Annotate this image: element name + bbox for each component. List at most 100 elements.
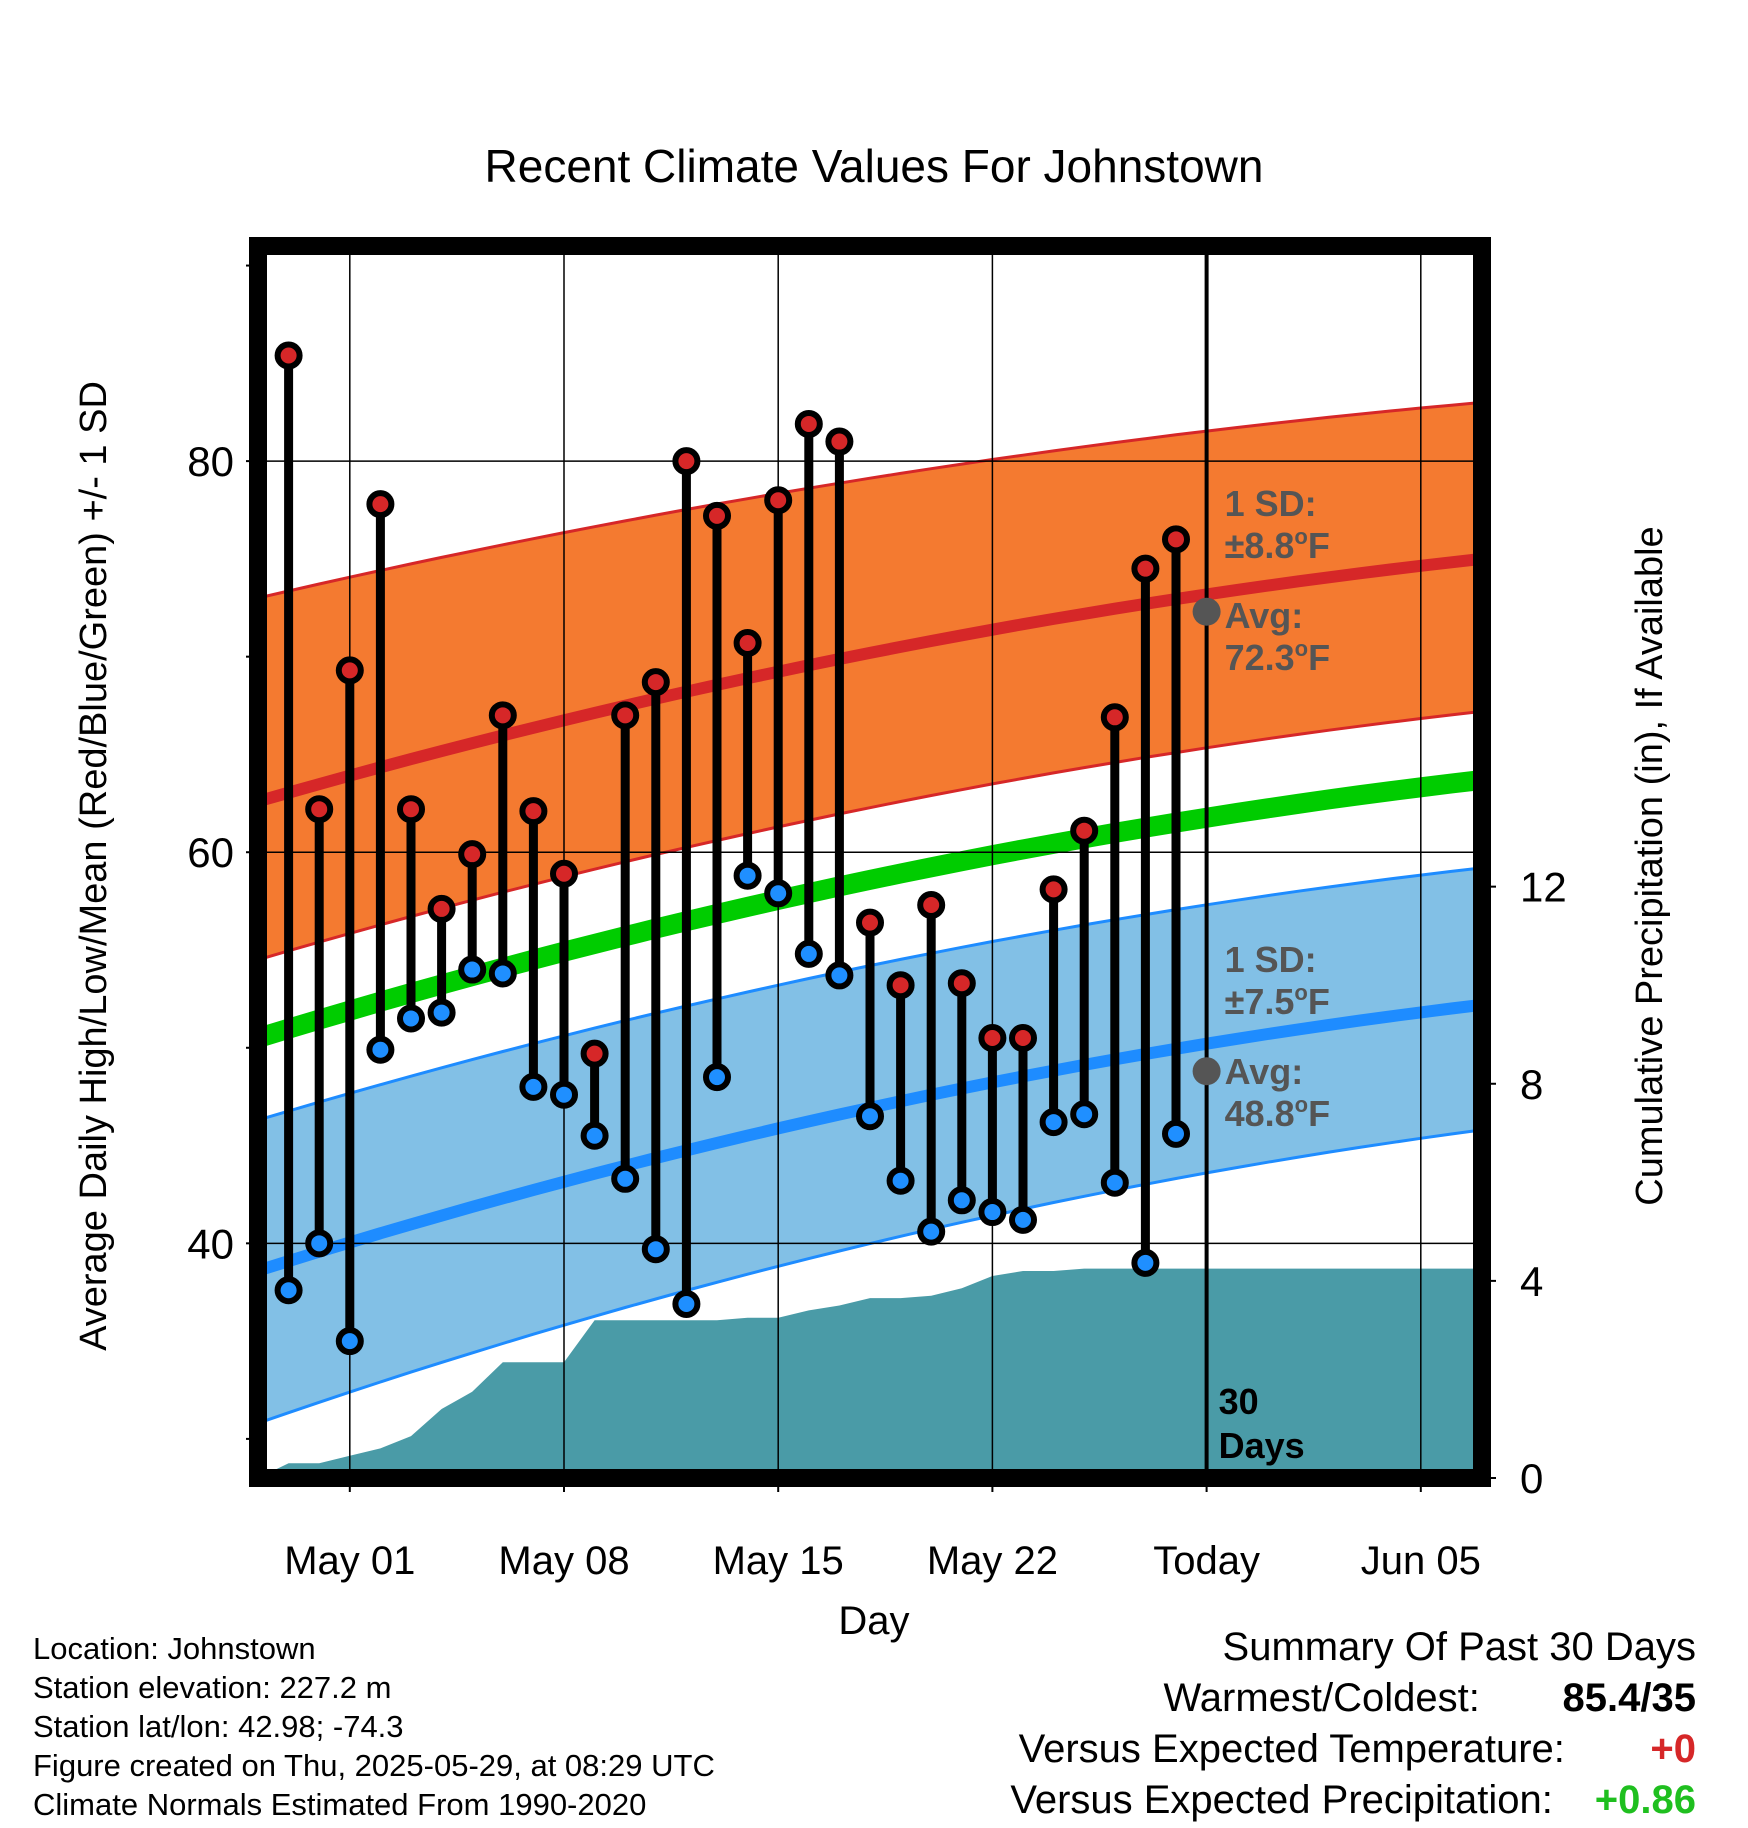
daily-high-point — [1162, 525, 1190, 554]
chart-title: Recent Climate Values For Johnstown — [485, 140, 1264, 192]
daily-high-point — [917, 891, 946, 920]
temp-label: Versus Expected Temperature: — [1018, 1727, 1565, 1771]
daily-high-point — [335, 656, 364, 685]
daily-high-point — [274, 341, 303, 370]
daily-low-point — [978, 1198, 1007, 1227]
daily-low-point — [1162, 1119, 1190, 1148]
y-right-tick-label: 8 — [1520, 1061, 1543, 1108]
days-label-line: 30 — [1219, 1381, 1259, 1422]
summary-title: Summary Of Past 30 Days — [1222, 1625, 1696, 1669]
temp-value: +0 — [1650, 1727, 1696, 1771]
daily-low-point — [825, 961, 854, 990]
location-text: Location: Johnstown — [33, 1631, 316, 1666]
unit: F — [1308, 637, 1330, 678]
x-tick-label: Jun 05 — [1361, 1539, 1481, 1583]
high-sd-annotation-line: 1 SD: — [1225, 483, 1317, 524]
y-left-tick-label: 80 — [187, 438, 234, 485]
daily-low-point — [550, 1080, 578, 1109]
y-axis-left-label: Average Daily High/Low/Mean (Red/Blue/Gr… — [73, 381, 115, 1351]
daily-low-point — [366, 1035, 395, 1064]
daily-high-point — [611, 701, 640, 730]
daily-high-point — [856, 908, 884, 937]
high-sd-lower-line — [258, 709, 1482, 962]
low-avg-marker — [1192, 1057, 1221, 1086]
daily-high-point — [641, 668, 670, 697]
daily-high-point — [427, 894, 456, 923]
warmest-value: 85.4/35 — [1562, 1676, 1696, 1720]
daily-low-point — [794, 939, 823, 968]
high-sd-annotation: 1 SD: ±8.8oF — [1225, 483, 1330, 566]
daily-high-point — [1070, 816, 1099, 845]
high-avg-annotation: Avg: 72.3oF — [1225, 595, 1331, 678]
degree-sup: o — [1295, 1092, 1308, 1117]
y-left-tick-label: 60 — [187, 829, 234, 876]
daily-high-point — [580, 1039, 609, 1068]
warmest-label: Warmest/Coldest: — [1163, 1676, 1480, 1720]
daily-high-point — [825, 427, 854, 456]
daily-low-point — [458, 955, 487, 984]
precip-label: Versus Expected Precipitation: — [1010, 1778, 1553, 1822]
daily-low-point — [856, 1102, 884, 1131]
elevation-text: Station elevation: 227.2 m — [33, 1670, 392, 1705]
plot-frame — [249, 237, 1491, 1487]
x-tick-label: May 22 — [927, 1539, 1058, 1583]
daily-high-point — [733, 628, 762, 657]
high-avg-annotation-line: 72.3 — [1225, 637, 1295, 678]
daily-low-point — [947, 1186, 976, 1215]
daily-low-point — [274, 1276, 303, 1305]
created-text: Figure created on Thu, 2025-05-29, at 08… — [33, 1748, 715, 1783]
daily-high-point — [886, 971, 915, 1000]
daily-low-point — [886, 1166, 915, 1195]
degree-sup: o — [1295, 636, 1308, 661]
unit: F — [1308, 981, 1330, 1022]
daily-low-point — [488, 959, 517, 988]
daily-high-point — [458, 840, 487, 869]
days-label-line: Days — [1219, 1425, 1305, 1466]
x-tick-label: May 15 — [713, 1539, 844, 1583]
daily-high-point — [1009, 1024, 1037, 1052]
daily-low-point — [641, 1235, 670, 1264]
daily-low-point — [764, 879, 793, 908]
low-sd-annotation-line: 1 SD: — [1225, 939, 1317, 980]
daily-high-point — [519, 797, 548, 826]
low-avg-annotation-line: 48.8 — [1225, 1093, 1295, 1134]
x-tick-label: May 08 — [498, 1539, 629, 1583]
daily-low-point — [305, 1229, 334, 1258]
daily-low-point — [427, 998, 456, 1027]
daily-low-point — [1100, 1168, 1129, 1197]
x-tick-label: May 01 — [284, 1539, 415, 1583]
daily-high-point — [947, 969, 976, 998]
daily-high-point — [366, 490, 395, 519]
summary-temp-row: Versus Expected Temperature: +0 — [1019, 1727, 1696, 1772]
daily-low-point — [519, 1072, 548, 1101]
high-sd-annotation-line: ±8.8 — [1225, 525, 1295, 566]
daily-low-point — [335, 1327, 364, 1356]
daily-low-point — [1131, 1248, 1160, 1277]
high-normal-line — [258, 552, 1482, 808]
x-axis-label: Day — [838, 1599, 909, 1643]
daily-low-point — [703, 1063, 731, 1092]
high-avg-marker — [1192, 597, 1221, 626]
daily-high-point — [488, 701, 517, 730]
daily-high-point — [1039, 875, 1068, 904]
unit: F — [1308, 1093, 1330, 1134]
daily-low-point — [580, 1121, 609, 1150]
daily-low-point — [611, 1164, 640, 1193]
summary-precip-row: Versus Expected Precipitation: +0.86 — [1010, 1778, 1696, 1823]
daily-high-point — [764, 486, 793, 515]
daily-high-point — [305, 795, 334, 824]
days-label: 30 Days — [1219, 1381, 1305, 1466]
daily-high-point — [1131, 554, 1160, 583]
y-axis-right-label: Cumulative Precipitation (in), If Availa… — [1629, 526, 1671, 1205]
y-left-tick-label: 40 — [187, 1220, 234, 1267]
daily-high-point — [397, 795, 425, 824]
high-sd-upper-line — [258, 400, 1482, 600]
daily-high-point — [672, 447, 701, 476]
low-avg-annotation: Avg: 48.8oF — [1225, 1051, 1331, 1134]
daily-low-point — [733, 861, 762, 890]
daily-low-point — [672, 1289, 701, 1318]
daily-high-point — [978, 1024, 1007, 1052]
daily-low-point — [1070, 1100, 1099, 1129]
